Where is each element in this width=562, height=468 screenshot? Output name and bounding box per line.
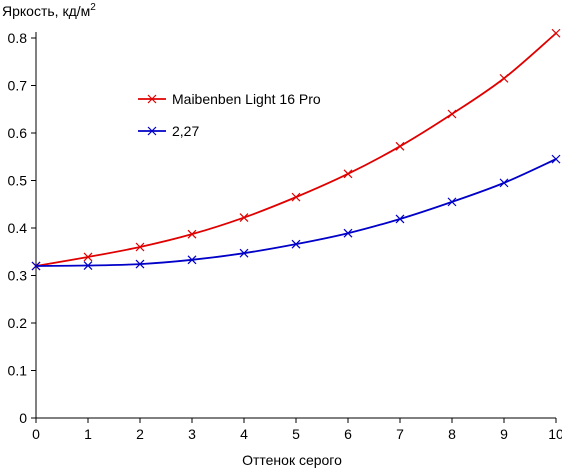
series-2 [31,154,561,271]
legend-item-1: Maibenben Light 16 Pro [138,91,321,107]
series-1-point [291,192,301,202]
y-tick-label: 0 [19,410,27,426]
x-tick-label: 6 [344,426,352,442]
x-tick-label: 9 [500,426,508,442]
x-tick-label: 1 [84,426,92,442]
legend-swatch-marker [147,94,157,104]
series-1-point [343,169,353,179]
legend-label: 2,27 [172,123,199,139]
series-1 [31,28,561,271]
y-tick-label: 0.7 [8,78,28,94]
series-2-point [499,178,509,188]
x-axis-ticks: 0 1 2 3 4 5 6 7 8 9 10 [32,418,562,442]
x-tick-label: 7 [396,426,404,442]
legend: Maibenben Light 16 Pro 2,27 [138,91,321,139]
series-1-point [187,229,197,239]
y-axis-label-superscript: 2 [90,2,96,13]
y-axis-ticks: 0 0.1 0.2 0.3 0.4 0.5 0.6 0.7 0.8 [8,30,36,426]
x-tick-label: 4 [240,426,248,442]
y-tick-label: 0.8 [8,30,28,46]
y-tick-label: 0.5 [8,173,28,189]
series-1-point [551,28,561,38]
series-2-line [35,158,557,267]
series-2-point [343,228,353,238]
y-tick-label: 0.4 [8,220,28,236]
series-1-point [395,141,405,151]
series-2-point [291,239,301,249]
y-axis-label: Яркость, кд/м2 [2,2,96,19]
legend-swatch-marker [147,126,157,136]
series-2-point [395,214,405,224]
series-1-point [239,213,249,222]
x-tick-label: 8 [448,426,456,442]
series-2-point [447,197,457,207]
series-1-point [499,73,509,83]
x-tick-label: 3 [188,426,196,442]
y-tick-label: 0.2 [8,315,28,331]
y-axis-label-main: Яркость, кд/м [2,3,90,19]
series-2-point [83,261,93,270]
x-tick-label: 5 [292,426,300,442]
series-2-point [187,255,197,265]
series-2-point [135,259,145,269]
series-layer [31,28,561,271]
x-axis-label: Оттенок серого [242,452,342,468]
series-1-point [135,242,145,252]
x-tick-label: 10 [548,426,562,442]
legend-label: Maibenben Light 16 Pro [172,91,321,107]
series-1-point [447,109,457,119]
y-tick-label: 0.3 [8,268,28,284]
legend-item-2: 2,27 [138,123,199,139]
series-2-point [239,248,249,258]
series-1-line [35,32,557,267]
series-1-point [83,252,93,262]
series-2-point [31,261,41,271]
y-tick-label: 0.6 [8,125,28,141]
x-tick-label: 0 [32,426,40,442]
y-tick-label: 0.1 [8,363,28,379]
series-2-point [551,154,561,164]
x-tick-label: 2 [136,426,144,442]
